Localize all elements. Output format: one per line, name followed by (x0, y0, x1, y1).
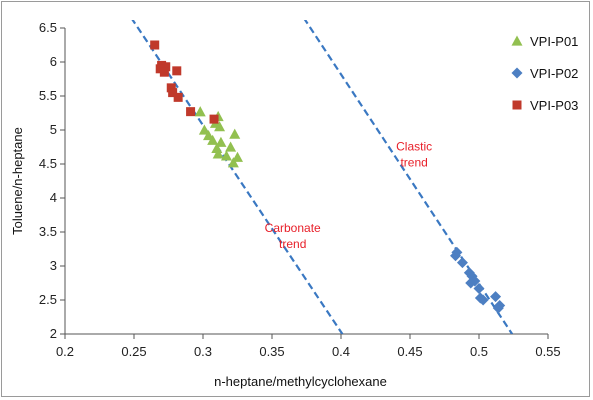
data-point-vpi-p01 (207, 134, 219, 145)
x-tick-label: 0.45 (397, 344, 422, 359)
data-point-vpi-p03 (150, 40, 160, 50)
y-tick-label: 2.5 (39, 292, 57, 307)
data-point-vpi-p02 (456, 257, 468, 269)
data-point-vpi-p01 (215, 136, 227, 147)
x-tick-label: 0.4 (332, 344, 350, 359)
data-point-vpi-p02 (477, 294, 489, 306)
x-tick-label: 0.25 (121, 344, 146, 359)
legend-label: VPI-P01 (530, 34, 578, 49)
legend-marker (511, 35, 523, 46)
x-tick-label: 0.55 (535, 344, 560, 359)
data-point-vpi-p01 (227, 157, 239, 168)
data-point-vpi-p02 (465, 277, 477, 289)
y-tick-label: 3 (50, 258, 57, 273)
y-axis-title: Toluene/n-heptane (10, 127, 25, 235)
trend-annotation: Clastic trend (396, 139, 432, 169)
y-tick-label: 2 (50, 326, 57, 341)
y-tick-label: 5.5 (39, 88, 57, 103)
data-point-vpi-p01 (229, 128, 241, 139)
data-point-vpi-p01 (214, 121, 226, 132)
y-tick-label: 4 (50, 190, 57, 205)
data-point-vpi-p02 (450, 250, 462, 262)
legend-marker (511, 67, 523, 79)
trend-line (131, 20, 344, 334)
legend-marker (512, 100, 522, 110)
trend-annotation: Carbonate trend (265, 221, 321, 251)
data-point-vpi-p03 (186, 107, 196, 117)
x-axis-title: n-heptane/methylcyclohexane (214, 374, 387, 389)
data-point-vpi-p03 (172, 66, 182, 76)
x-tick-label: 0.2 (56, 344, 74, 359)
x-tick-label: 0.3 (194, 344, 212, 359)
data-point-vpi-p03 (168, 88, 178, 98)
data-point-vpi-p02 (492, 302, 504, 314)
data-point-vpi-p01 (212, 148, 224, 159)
data-point-vpi-p01 (211, 142, 223, 154)
data-point-vpi-p01 (232, 151, 243, 162)
trend-line (303, 20, 514, 334)
legend-label: VPI-P02 (530, 66, 578, 81)
data-point-vpi-p01 (225, 141, 237, 152)
data-point-vpi-p03 (159, 67, 169, 77)
data-point-vpi-p02 (473, 282, 485, 294)
y-tick-label: 6.5 (39, 20, 57, 35)
y-tick-label: 3.5 (39, 224, 57, 239)
y-tick-label: 6 (50, 54, 57, 69)
legend-label: VPI-P03 (530, 98, 578, 113)
data-point-vpi-p03 (173, 92, 183, 102)
y-tick-label: 4.5 (39, 156, 57, 171)
data-point-vpi-p01 (194, 106, 206, 117)
data-point-vpi-p03 (161, 62, 171, 72)
y-tick-label: 5 (50, 122, 57, 137)
x-tick-label: 0.5 (470, 344, 488, 359)
data-point-vpi-p01 (220, 150, 232, 161)
data-point-vpi-p02 (490, 291, 502, 303)
data-point-vpi-p01 (198, 124, 210, 135)
data-point-vpi-p03 (209, 114, 219, 124)
x-tick-label: 0.35 (259, 344, 284, 359)
data-point-vpi-p03 (166, 83, 176, 93)
